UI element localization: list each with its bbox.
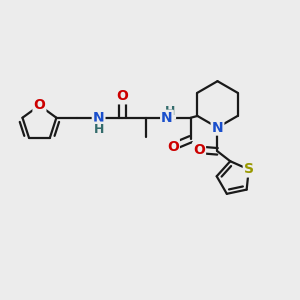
Text: O: O [34, 98, 45, 112]
Text: N: N [93, 111, 104, 125]
Text: O: O [193, 143, 205, 157]
Text: H: H [165, 105, 175, 118]
Text: O: O [116, 89, 128, 103]
Text: N: N [161, 111, 173, 125]
Text: O: O [167, 140, 179, 154]
Text: H: H [94, 122, 104, 136]
Text: N: N [212, 121, 223, 134]
Text: S: S [244, 163, 254, 176]
